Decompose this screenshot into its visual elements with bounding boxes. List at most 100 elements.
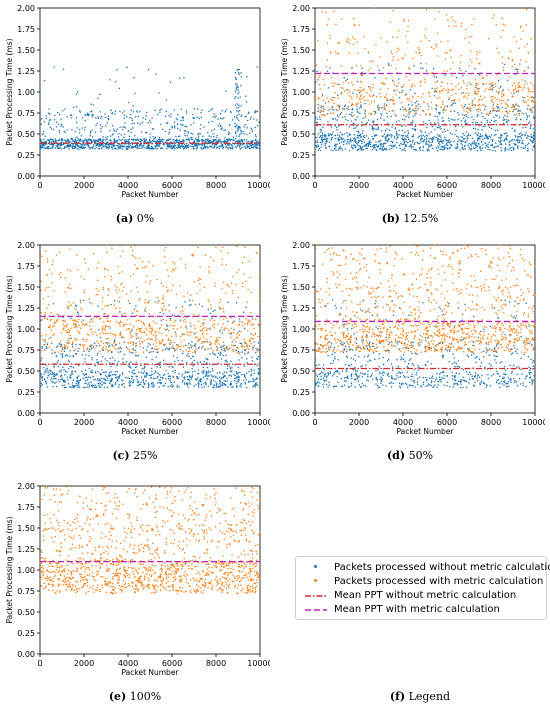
point-without-metric <box>482 135 484 137</box>
point-with-metric <box>517 89 520 91</box>
point-with-metric <box>382 82 384 85</box>
point-without-metric <box>243 125 245 128</box>
point-with-metric <box>62 323 65 325</box>
point-without-metric <box>216 383 218 385</box>
point-without-metric <box>203 370 205 372</box>
point-without-metric <box>71 386 73 388</box>
point-with-metric <box>473 92 476 95</box>
point-without-metric <box>185 344 187 347</box>
point-without-metric <box>128 377 131 380</box>
point-without-metric <box>103 378 106 381</box>
point-without-metric <box>236 130 238 132</box>
point-without-metric <box>85 353 87 356</box>
point-with-metric <box>231 289 234 292</box>
point-without-metric <box>375 128 377 130</box>
point-without-metric <box>130 109 133 111</box>
point-without-metric <box>109 129 111 132</box>
point-without-metric <box>429 138 431 140</box>
point-with-metric <box>438 97 441 99</box>
point-with-metric <box>183 339 185 341</box>
point-without-metric <box>39 119 42 121</box>
point-without-metric <box>106 341 108 344</box>
point-without-metric <box>495 146 497 148</box>
point-without-metric <box>256 125 259 127</box>
point-with-metric <box>458 88 460 90</box>
point-without-metric <box>491 139 493 141</box>
point-without-metric <box>317 78 319 81</box>
point-without-metric <box>113 129 116 132</box>
point-without-metric <box>105 375 108 378</box>
point-without-metric <box>517 137 519 139</box>
point-without-metric <box>390 140 392 143</box>
point-without-metric <box>110 135 112 137</box>
point-without-metric <box>198 144 200 146</box>
point-without-metric <box>142 381 145 384</box>
point-with-metric <box>208 266 210 268</box>
point-without-metric <box>477 137 479 139</box>
y-tick-label: 2.00 <box>292 4 310 13</box>
point-without-metric <box>343 132 346 135</box>
point-without-metric <box>219 113 222 115</box>
point-without-metric <box>208 375 210 377</box>
point-without-metric <box>118 300 121 303</box>
point-without-metric <box>216 347 219 349</box>
point-without-metric <box>334 137 337 140</box>
point-without-metric <box>127 101 130 104</box>
point-without-metric <box>209 140 212 142</box>
point-with-metric <box>119 331 122 333</box>
point-with-metric <box>251 348 254 351</box>
point-with-metric <box>135 328 138 331</box>
point-without-metric <box>159 138 161 141</box>
point-without-metric <box>365 143 367 145</box>
point-without-metric <box>45 371 47 373</box>
point-with-metric <box>183 295 185 297</box>
point-without-metric <box>361 74 363 77</box>
point-without-metric <box>455 135 458 137</box>
point-with-metric <box>479 51 481 54</box>
point-without-metric <box>77 139 79 142</box>
point-without-metric <box>113 138 115 141</box>
point-without-metric <box>182 366 185 368</box>
point-without-metric <box>246 76 248 78</box>
point-without-metric <box>432 147 434 150</box>
point-with-metric <box>232 275 234 278</box>
point-without-metric <box>524 133 526 136</box>
point-without-metric <box>227 148 230 150</box>
point-without-metric <box>170 341 172 344</box>
point-without-metric <box>108 344 111 347</box>
point-with-metric <box>184 263 187 265</box>
point-without-metric <box>88 367 91 370</box>
point-with-metric <box>420 80 422 82</box>
point-with-metric <box>436 87 438 89</box>
point-without-metric <box>39 140 42 143</box>
point-with-metric <box>111 247 113 249</box>
point-without-metric <box>531 136 533 139</box>
point-without-metric <box>101 384 103 386</box>
point-without-metric <box>198 303 201 305</box>
point-without-metric <box>369 143 372 146</box>
point-without-metric <box>46 368 48 370</box>
point-without-metric <box>126 116 128 118</box>
point-without-metric <box>240 139 243 142</box>
point-without-metric <box>212 310 214 312</box>
point-with-metric <box>466 97 468 99</box>
point-without-metric <box>491 89 494 91</box>
point-without-metric <box>170 381 172 383</box>
point-without-metric <box>240 382 243 385</box>
point-with-metric <box>445 109 447 112</box>
point-with-metric <box>252 334 254 336</box>
point-with-metric <box>197 320 200 322</box>
point-with-metric <box>166 269 169 271</box>
point-without-metric <box>45 382 48 385</box>
point-without-metric <box>495 133 497 136</box>
point-without-metric <box>186 139 188 141</box>
point-without-metric <box>238 359 240 361</box>
point-without-metric <box>158 362 160 364</box>
point-with-metric <box>372 83 375 86</box>
point-without-metric <box>100 360 103 363</box>
point-with-metric <box>362 97 364 100</box>
point-without-metric <box>46 347 48 349</box>
point-with-metric <box>439 72 441 75</box>
point-with-metric <box>185 349 187 351</box>
point-without-metric <box>340 111 343 114</box>
